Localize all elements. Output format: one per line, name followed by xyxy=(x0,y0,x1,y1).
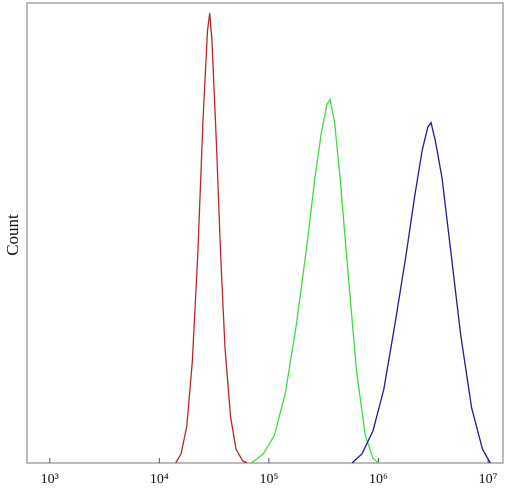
x-tick-label: 10⁴ xyxy=(150,472,169,487)
x-tick-label: 10⁶ xyxy=(369,472,388,487)
histogram-line xyxy=(251,97,379,464)
histogram-line xyxy=(175,13,248,464)
x-tick-label: 10⁷ xyxy=(479,472,498,487)
y-axis-label: Count xyxy=(3,214,22,256)
x-tick-label: 10⁵ xyxy=(259,472,278,487)
plot-frame xyxy=(26,2,504,464)
x-tick-label: 10³ xyxy=(41,472,59,487)
histogram-line xyxy=(351,121,491,464)
